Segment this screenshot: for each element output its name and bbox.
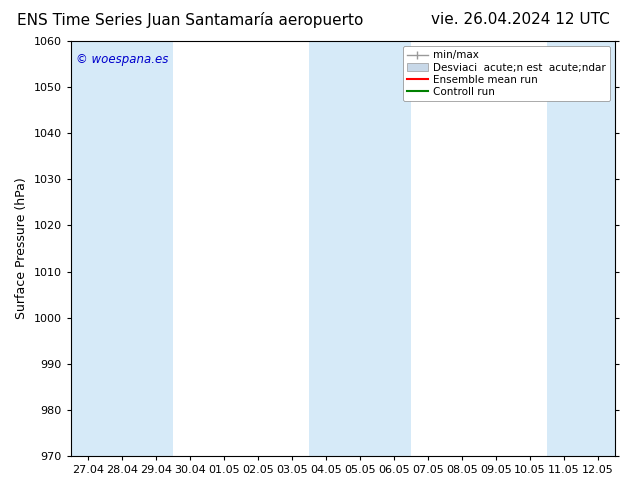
Bar	[71, 41, 105, 456]
Bar	[139, 41, 172, 456]
Bar	[377, 41, 411, 456]
Bar	[547, 41, 581, 456]
Y-axis label: Surface Pressure (hPa): Surface Pressure (hPa)	[15, 178, 28, 319]
Text: vie. 26.04.2024 12 UTC: vie. 26.04.2024 12 UTC	[430, 12, 609, 27]
Bar	[309, 41, 343, 456]
Bar	[343, 41, 377, 456]
Bar	[581, 41, 615, 456]
Bar	[105, 41, 139, 456]
Text: © woespana.es: © woespana.es	[76, 53, 169, 67]
Legend: min/max, Desviaci  acute;n est  acute;ndar, Ensemble mean run, Controll run: min/max, Desviaci acute;n est acute;ndar…	[403, 46, 610, 101]
Text: ENS Time Series Juan Santamaría aeropuerto: ENS Time Series Juan Santamaría aeropuer…	[17, 12, 363, 28]
